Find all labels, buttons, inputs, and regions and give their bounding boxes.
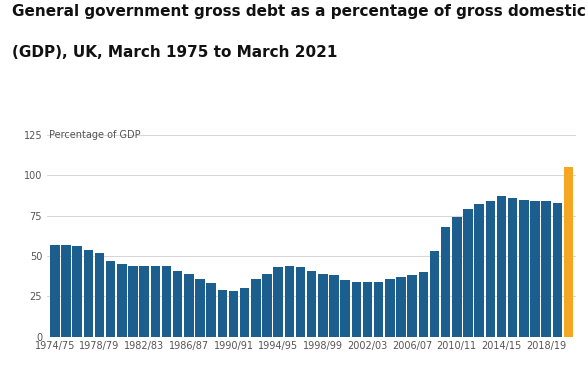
Bar (396, 277, 406, 337)
Bar (318, 274, 328, 337)
Bar (553, 203, 562, 337)
Bar (463, 209, 473, 337)
Bar (106, 261, 115, 337)
Bar (542, 201, 551, 337)
Bar (139, 266, 149, 337)
Bar (340, 280, 350, 337)
Bar (61, 245, 71, 337)
Bar (95, 253, 104, 337)
Bar (128, 266, 138, 337)
Bar (151, 266, 160, 337)
Bar (173, 270, 182, 337)
Bar (117, 264, 126, 337)
Text: General government gross debt as a percentage of gross domestic product: General government gross debt as a perce… (12, 4, 588, 19)
Bar (374, 282, 383, 337)
Bar (530, 201, 540, 337)
Text: Percentage of GDP: Percentage of GDP (49, 131, 141, 140)
Bar (307, 270, 316, 337)
Bar (229, 291, 238, 337)
Bar (195, 279, 205, 337)
Bar (430, 251, 439, 337)
Text: (GDP), UK, March 1975 to March 2021: (GDP), UK, March 1975 to March 2021 (12, 45, 337, 60)
Bar (441, 227, 450, 337)
Bar (162, 266, 171, 337)
Bar (452, 217, 462, 337)
Bar (475, 205, 484, 337)
Bar (508, 198, 517, 337)
Bar (352, 282, 361, 337)
Bar (519, 200, 529, 337)
Bar (50, 245, 59, 337)
Bar (564, 168, 573, 337)
Bar (206, 283, 216, 337)
Bar (296, 267, 305, 337)
Bar (486, 201, 495, 337)
Bar (497, 196, 506, 337)
Bar (363, 282, 372, 337)
Bar (273, 267, 283, 337)
Bar (251, 279, 260, 337)
Bar (385, 279, 395, 337)
Bar (240, 288, 249, 337)
Bar (83, 249, 93, 337)
Bar (184, 274, 193, 337)
Bar (72, 246, 82, 337)
Bar (407, 275, 417, 337)
Bar (285, 266, 294, 337)
Bar (262, 274, 272, 337)
Bar (218, 290, 227, 337)
Bar (419, 272, 428, 337)
Bar (329, 275, 339, 337)
